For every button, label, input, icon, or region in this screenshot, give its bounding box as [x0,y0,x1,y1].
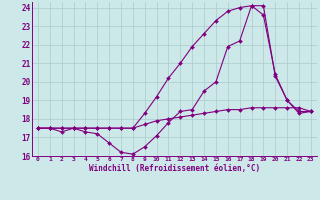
X-axis label: Windchill (Refroidissement éolien,°C): Windchill (Refroidissement éolien,°C) [89,164,260,173]
